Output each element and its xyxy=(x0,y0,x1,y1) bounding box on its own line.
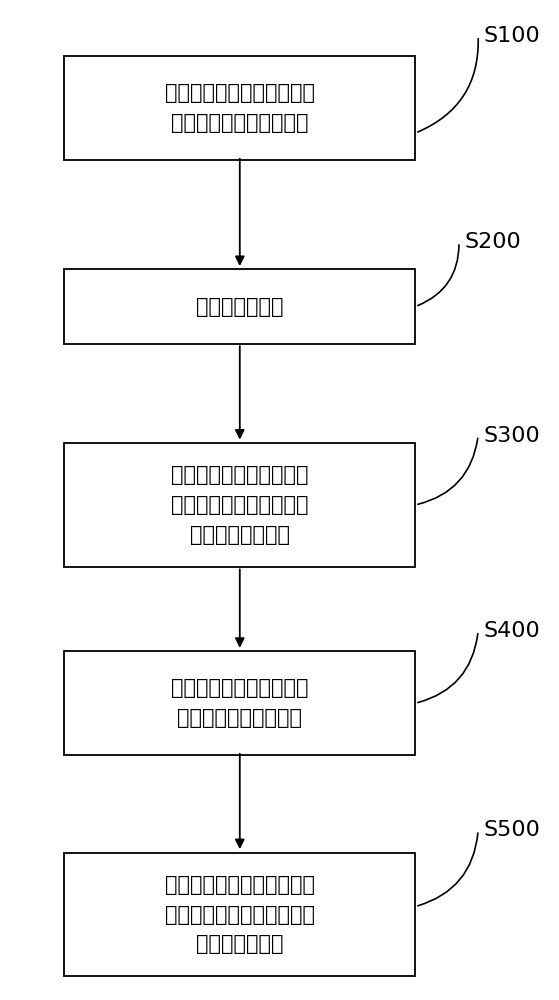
Text: S100: S100 xyxy=(484,26,541,46)
Text: 当钛合金型材的弯曲成形
结束时，增大加热电流: 当钛合金型材的弯曲成形 结束时，增大加热电流 xyxy=(171,678,309,728)
Text: 当加热钛合金型材到第一
设定温度时，预拉伸并弯
曲成形钛合金型材: 当加热钛合金型材到第一 设定温度时，预拉伸并弯 曲成形钛合金型材 xyxy=(171,465,309,545)
FancyBboxPatch shape xyxy=(64,56,415,160)
Text: S500: S500 xyxy=(484,820,541,840)
FancyBboxPatch shape xyxy=(64,853,415,976)
Text: 当加热钛合金型材的弯曲段
到第二设定温度时，补拉伸
变形钛合金型材: 当加热钛合金型材的弯曲段 到第二设定温度时，补拉伸 变形钛合金型材 xyxy=(165,875,315,954)
Text: S200: S200 xyxy=(465,232,521,252)
Text: 装夹钛合金型材并将铜板固
定在钛合金型材的悬空段: 装夹钛合金型材并将铜板固 定在钛合金型材的悬空段 xyxy=(165,83,315,133)
Text: S400: S400 xyxy=(484,621,541,641)
FancyBboxPatch shape xyxy=(64,443,415,567)
Text: 加热钛合金型材: 加热钛合金型材 xyxy=(196,297,283,317)
FancyBboxPatch shape xyxy=(64,269,415,344)
Text: S300: S300 xyxy=(484,426,541,446)
FancyBboxPatch shape xyxy=(64,651,415,755)
